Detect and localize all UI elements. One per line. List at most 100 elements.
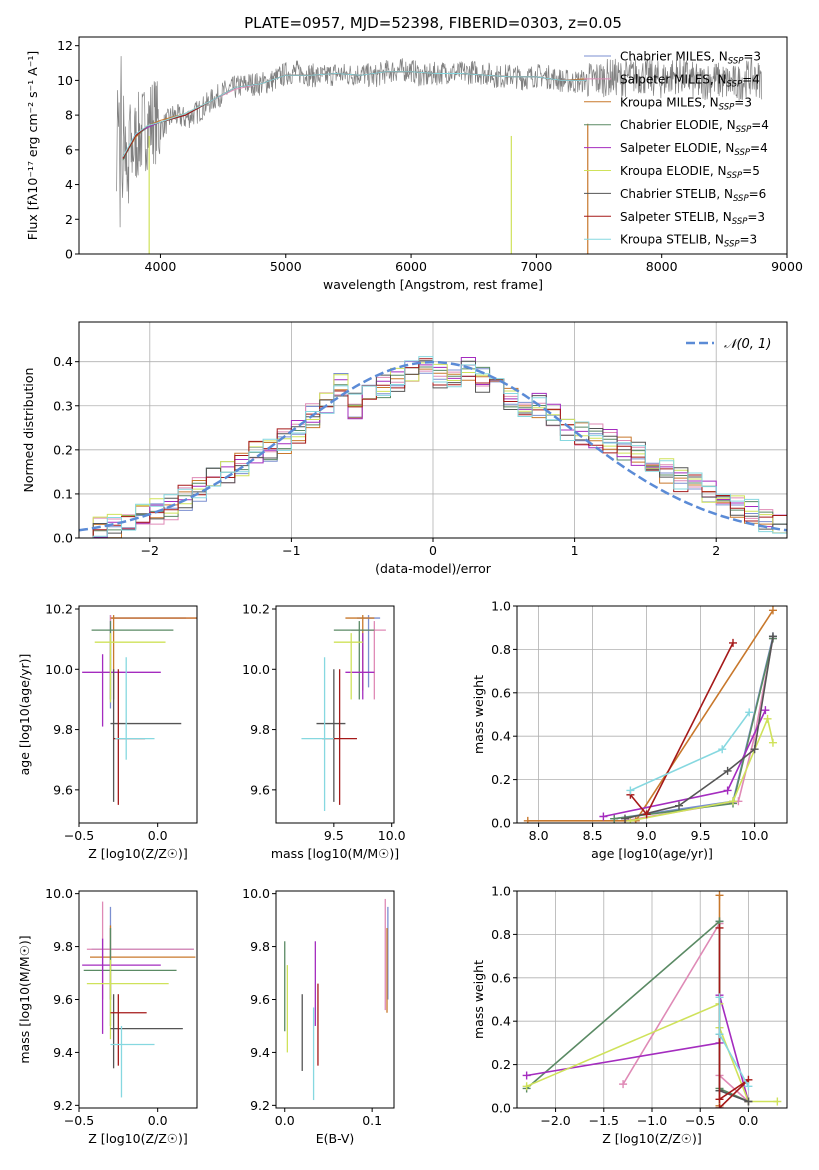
spectrum-legend: Chabrier MILES, NSSP=3 Salpeter MILES, NS… (584, 50, 769, 250)
mass-Z-data (82, 901, 196, 1098)
weight-marker (768, 632, 777, 641)
axes-frame (78, 605, 198, 824)
x-axis-label: mass [log10(M/M☉)] (271, 846, 399, 861)
x-tick-label: −0.5 (685, 1113, 715, 1128)
weight-marker (522, 1071, 531, 1080)
weight-line (614, 638, 774, 820)
axes-frame (275, 890, 395, 1109)
weight-line (630, 716, 774, 822)
y-tick-label: 10.2 (45, 602, 73, 617)
mass-EBV-data (284, 898, 389, 1101)
weight-marker (642, 810, 651, 819)
y-tick-label: 9.6 (250, 992, 270, 1007)
x-tick-label: 8000 (646, 259, 678, 274)
x-tick-label: 10.0 (741, 828, 769, 843)
y-axis-label: Normed distribution (21, 368, 36, 493)
y-tick-label: 6 (65, 142, 73, 157)
weight-marker (729, 638, 737, 647)
legend-label: Kroupa STELIB, NSSP=3 (620, 233, 757, 250)
legend-label: Kroupa ELODIE, NSSP=5 (620, 164, 760, 181)
weight-marker (744, 1082, 753, 1091)
age-mass-panel: 9.5 10.0 9.6 9.8 10.0 10.2 mass [log10(M/M☉)] (242, 602, 405, 861)
y-axis-label: mass [log10(M/M☉)] (17, 935, 32, 1063)
legend-label: Kroupa MILES, NSSP=3 (620, 95, 752, 112)
y-tick-label: 0.2 (491, 1057, 511, 1072)
plots: 4000 5000 6000 7000 8000 9000024681012wavelen… (17, 36, 803, 1146)
y-tick-label: 1.0 (491, 599, 511, 614)
x-axis-label: Z [log10(Z/Z☉)] (88, 846, 188, 861)
weight-line (526, 994, 750, 1102)
weight-marker (715, 1095, 724, 1104)
x-tick-label: 9.5 (691, 828, 711, 843)
y-tick-label: 2 (65, 212, 73, 227)
weight-marker (768, 738, 777, 747)
weight-marker (773, 1097, 782, 1106)
weight-marker (619, 1080, 628, 1089)
weight-line (629, 642, 734, 816)
y-tick-label: 0.4 (53, 354, 73, 369)
weight-marker (675, 801, 683, 810)
y-tick-label: 4 (65, 177, 73, 192)
mass-EBV-panel: 0.0 0.1 9.2 9.4 9.6 9.8 10.0 E(B-V) (242, 886, 395, 1146)
model-line (122, 71, 587, 158)
y-tick-label: 10.0 (242, 886, 270, 901)
weight-marker (523, 816, 532, 823)
x-tick-label: 10.0 (378, 828, 406, 843)
x-tick-label: 9.0 (637, 828, 657, 843)
x-axis-label: wavelength [Angstrom, rest frame] (323, 277, 543, 292)
legend-label: Chabrier ELODIE, NSSP=4 (620, 118, 769, 135)
x-tick-label: 0.0 (148, 1113, 168, 1128)
y-tick-label: 0.2 (491, 772, 511, 787)
x-tick-label: −2 (141, 543, 159, 558)
x-axis-label: Z [log10(Z/Z☉)] (88, 1131, 188, 1146)
x-tick-label: 8.5 (583, 828, 603, 843)
x-axis-label: (data-model)/error (375, 561, 492, 576)
x-tick-label: 4000 (145, 259, 177, 274)
y-tick-label: 0.8 (491, 642, 511, 657)
weight-marker (715, 993, 724, 1002)
weight-marker (715, 923, 724, 932)
age-mass-data (301, 615, 386, 811)
weight-marker (723, 766, 732, 775)
y-tick-label: 9.6 (53, 992, 73, 1007)
y-tick-label: 9.4 (53, 1045, 73, 1060)
legend-label: Salpeter STELIB, NSSP=3 (620, 210, 765, 227)
y-tick-label: 0.4 (491, 729, 511, 744)
y-tick-label: 0.0 (53, 531, 73, 546)
y-tick-label: 1.0 (491, 884, 511, 899)
residual-legend: 𝒩(0, 1) (686, 337, 771, 352)
legend-label: Salpeter MILES, NSSP=4 (620, 72, 760, 89)
x-tick-label: 1 (571, 543, 579, 558)
age-Z-panel: −0.5 0.0 9.6 9.8 10.0 10.2 Z [log10(Z/Z☉)] age … (17, 602, 198, 861)
y-tick-label: 0.3 (53, 398, 73, 413)
y-tick-label: 10.0 (242, 662, 270, 677)
spectrum-panel: 4000 5000 6000 7000 8000 9000 0 2 4 6 8 10 12 wavelen… (25, 36, 803, 292)
y-tick-label: 10 (57, 73, 73, 88)
y-tick-label: 9.8 (250, 939, 270, 954)
x-tick-label: 6000 (395, 259, 427, 274)
weight-Z-panel: −2.0 −1.5 −1.0 −0.5 0.0 0.0 0.2 0.4 0.6 0.8 1.0 Z [… (471, 884, 788, 1146)
y-tick-label: 10.0 (45, 662, 73, 677)
weight-line (630, 711, 750, 792)
y-tick-label: 10.0 (45, 886, 73, 901)
legend-label: 𝒩(0, 1) (724, 337, 771, 352)
age-Z-data (82, 615, 197, 805)
weight-age-panel: 8.0 8.5 9.0 9.5 10.0 0.0 0.2 0.4 0.6 0.8 1.0 age [l… (471, 599, 788, 861)
weight-marker (729, 797, 737, 806)
y-axis-label: mass weight (471, 960, 486, 1039)
weight-marker (715, 891, 724, 900)
x-tick-label: 8.0 (529, 828, 549, 843)
weight-marker (763, 714, 772, 723)
y-tick-label: 9.8 (53, 722, 73, 737)
legend-label: Chabrier MILES, NSSP=3 (620, 50, 761, 67)
x-tick-label: 9000 (771, 259, 803, 274)
spectrum-title: PLATE=0957, MJD=52398, FIBERID=0303, z=0… (244, 14, 622, 32)
weight-marker (723, 786, 732, 795)
x-tick-label: −2.0 (540, 1113, 570, 1128)
x-tick-label: 0.1 (362, 1113, 382, 1128)
x-tick-label: −1 (282, 543, 300, 558)
y-axis-label: age [log10(age/yr)] (17, 654, 32, 776)
weight-marker (744, 1097, 753, 1106)
residuals-data (79, 356, 787, 538)
weight-marker (750, 745, 759, 754)
